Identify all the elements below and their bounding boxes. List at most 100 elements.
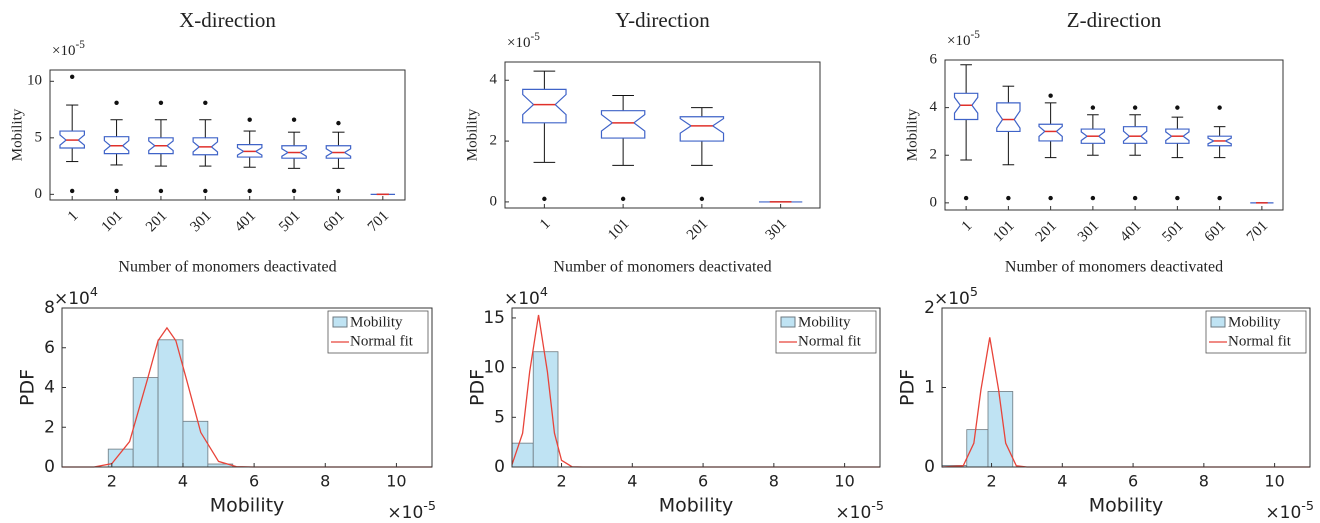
y-axis-label: Mobility xyxy=(464,108,480,161)
box xyxy=(522,88,567,124)
x-tick-label: 701 xyxy=(1244,218,1271,245)
y-tick-label: 10 xyxy=(27,73,42,89)
bar xyxy=(157,339,184,468)
x-axis-label: Number of monomers deactivated xyxy=(1005,259,1223,276)
y-tick-label: 2 xyxy=(44,417,55,437)
x-scale-label: ×10-5 xyxy=(1265,499,1314,523)
y-tick-label: 4 xyxy=(44,378,55,398)
outlier xyxy=(1217,105,1222,110)
fit-line xyxy=(62,326,432,468)
box xyxy=(1080,128,1106,144)
y-tick-label: 6 xyxy=(930,51,938,67)
box xyxy=(953,92,979,121)
outlier xyxy=(1048,195,1053,201)
y-axis-label: Mobility xyxy=(9,108,25,161)
outlier xyxy=(336,120,341,126)
x-tick-label: 10 xyxy=(1264,472,1284,491)
box xyxy=(103,136,130,155)
outlier xyxy=(620,196,626,202)
x-axis-label: Mobility xyxy=(1089,495,1164,517)
outlier xyxy=(1090,195,1096,201)
legend-label: Normal fit xyxy=(1228,333,1292,349)
y-tick-label: 0 xyxy=(924,457,935,477)
box xyxy=(325,145,352,159)
y-tick-label: 6 xyxy=(44,338,55,358)
y-tick-label: 2 xyxy=(490,133,498,149)
y-tick-label: 0 xyxy=(494,457,505,477)
outlier xyxy=(699,196,705,202)
scale-exponent: -5 xyxy=(871,499,884,514)
x-tick-label: 101 xyxy=(605,216,632,243)
x-tick-label: 701 xyxy=(365,208,392,235)
box xyxy=(1122,126,1148,144)
scale-exponent: -5 xyxy=(75,39,85,51)
x-tick-label: 301 xyxy=(763,216,790,243)
x-tick-label: 1 xyxy=(65,208,82,225)
y-tick-label: 4 xyxy=(930,99,938,115)
legend-label: Mobility xyxy=(350,314,403,330)
x-tick-label: 6 xyxy=(1128,472,1138,491)
outlier xyxy=(114,100,119,105)
bar xyxy=(966,429,989,468)
y-tick-label: 0 xyxy=(44,457,55,477)
y-tick-label: 15 xyxy=(483,308,505,328)
scale-exponent: 5 xyxy=(970,285,978,300)
outlier xyxy=(203,188,208,194)
scale-base: ×10 xyxy=(52,43,75,59)
x-tick-label: 401 xyxy=(232,208,259,235)
x-tick-label: 201 xyxy=(143,208,170,235)
axes-frame xyxy=(49,69,406,201)
x-axis-label: Number of monomers deactivated xyxy=(118,259,336,276)
y-scale-label: ×10-5 xyxy=(507,31,540,52)
box xyxy=(59,130,85,149)
y-tick-label: 10 xyxy=(483,358,505,378)
outlier xyxy=(1175,105,1180,110)
y-tick-label: 0 xyxy=(35,186,43,202)
x-tick-label: 2 xyxy=(107,472,117,491)
outlier xyxy=(1048,93,1053,98)
y-scale-label: ×104 xyxy=(504,285,548,310)
box xyxy=(679,116,725,142)
chart-title: X-direction xyxy=(179,8,276,32)
x-tick-label: 501 xyxy=(1159,218,1186,245)
x-axis-label: Number of monomers deactivated xyxy=(553,259,771,276)
outlier xyxy=(542,196,547,202)
x-tick-label: 6 xyxy=(698,472,708,491)
axes-frame xyxy=(511,307,881,468)
x-axis-label: Mobility xyxy=(210,495,285,517)
x-tick-label: 8 xyxy=(769,472,779,491)
outlier xyxy=(1132,105,1138,110)
scale-base: ×10 xyxy=(387,503,423,523)
outlier xyxy=(69,188,75,194)
x-tick-label: 10 xyxy=(386,472,406,491)
x-tick-label: 2 xyxy=(556,472,566,491)
legend-swatch xyxy=(1210,316,1226,328)
box xyxy=(600,110,646,139)
scale-base: ×10 xyxy=(1265,503,1301,523)
outlier xyxy=(69,74,75,79)
box xyxy=(1165,128,1190,144)
fit-line xyxy=(941,337,1310,468)
box xyxy=(236,144,263,158)
x-scale-label: ×10-5 xyxy=(835,499,884,523)
scale-exponent: 4 xyxy=(90,285,98,300)
outlier xyxy=(1090,105,1096,110)
axes-frame xyxy=(504,61,821,209)
y-scale-label: ×105 xyxy=(934,285,978,310)
chart-title: Y-direction xyxy=(615,8,710,32)
bar xyxy=(132,377,159,468)
outlier xyxy=(247,117,252,122)
outlier xyxy=(1217,195,1222,201)
x-scale-label: ×10-5 xyxy=(387,499,436,523)
scale-exponent: -5 xyxy=(530,31,540,43)
x-tick-label: 101 xyxy=(990,218,1017,245)
box xyxy=(192,137,219,156)
x-tick-label: 201 xyxy=(1033,218,1060,245)
scale-exponent: 4 xyxy=(540,285,548,300)
scale-base: ×10 xyxy=(54,289,90,309)
y-tick-label: 0 xyxy=(930,194,938,210)
scale-exponent: -5 xyxy=(970,29,980,41)
outlier xyxy=(963,195,969,201)
x-tick-label: 2 xyxy=(986,472,996,491)
